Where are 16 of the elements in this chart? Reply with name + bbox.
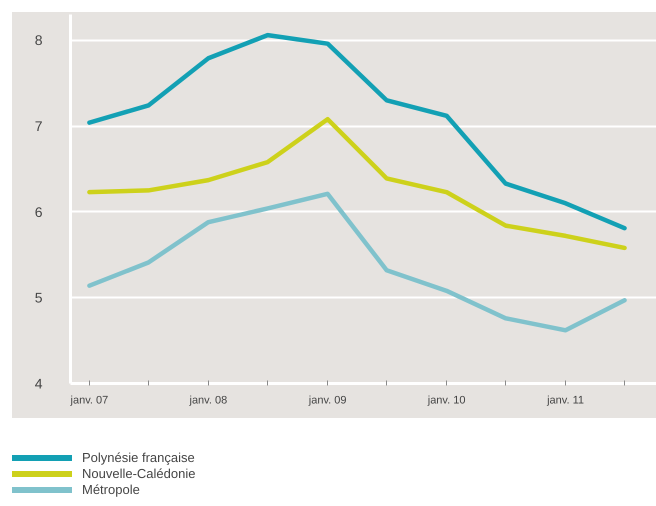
x-tick-label: janv. 07 <box>70 394 108 406</box>
legend-label: Nouvelle-Calédonie <box>82 466 196 482</box>
x-tick-label: janv. 09 <box>308 394 347 406</box>
y-tick-label: 7 <box>34 118 43 134</box>
x-tick-label: janv. 08 <box>188 394 228 406</box>
y-tick-label: 5 <box>34 290 43 306</box>
legend-label: Métropole <box>82 482 140 498</box>
line-series <box>87 116 627 250</box>
y-tick-label: 4 <box>34 376 43 392</box>
line-series <box>87 192 627 333</box>
line-series <box>87 32 627 230</box>
x-tick-label: janv. 11 <box>546 394 584 406</box>
y-tick-label: 8 <box>34 32 43 48</box>
y-tick-label: 6 <box>34 204 43 220</box>
legend-label: Polynésie française <box>82 450 195 466</box>
x-tick-label: janv. 10 <box>426 394 466 406</box>
